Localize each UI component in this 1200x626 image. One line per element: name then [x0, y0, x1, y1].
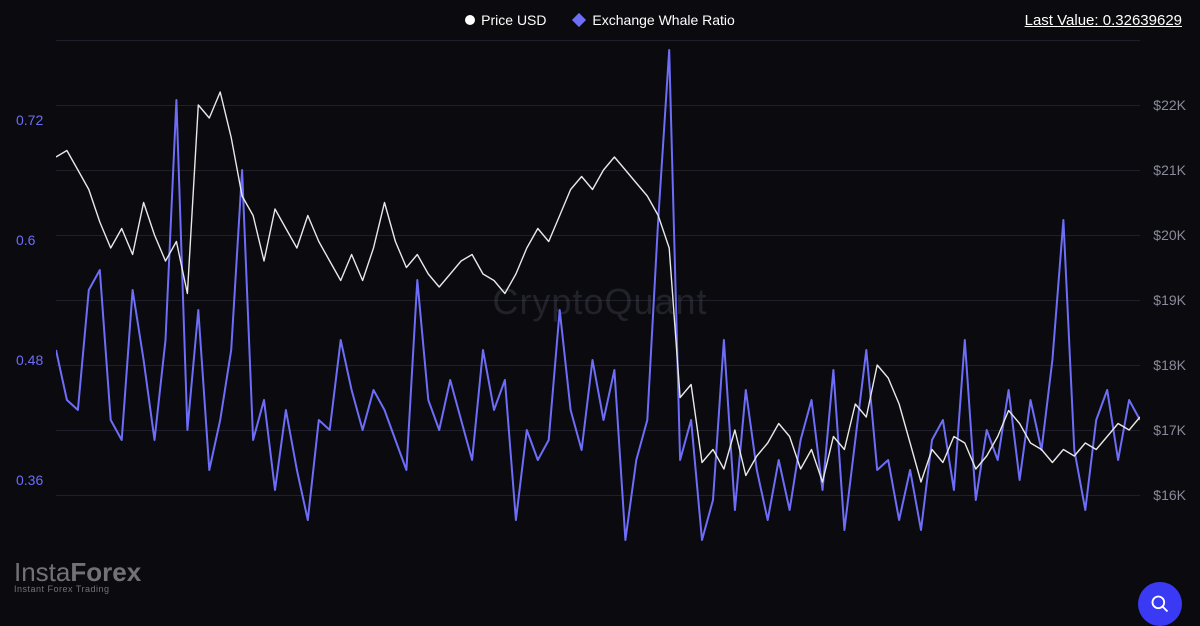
circle-marker-icon — [465, 15, 475, 25]
brand-logo: InstaForex Instant Forex Trading — [14, 557, 141, 594]
last-value-label: Last Value: — [1025, 12, 1099, 29]
search-button[interactable] — [1138, 582, 1182, 626]
legend-label: Price USD — [481, 12, 546, 28]
brand-word-1: Insta — [14, 557, 70, 587]
right-axis-tick-label: $21K — [1153, 162, 1186, 178]
right-axis-tick-label: $18K — [1153, 357, 1186, 373]
right-axis-tick-label: $17K — [1153, 422, 1186, 438]
last-value-number: 0.32639629 — [1103, 12, 1182, 29]
legend-item-ratio[interactable]: Exchange Whale Ratio — [574, 12, 734, 28]
left-axis-tick-label: 0.48 — [16, 352, 43, 368]
right-axis-tick-label: $16K — [1153, 487, 1186, 503]
left-axis-tick-label: 0.72 — [16, 112, 43, 128]
legend-label: Exchange Whale Ratio — [592, 12, 734, 28]
left-axis-tick-label: 0.6 — [16, 232, 35, 248]
left-axis-tick-label: 0.36 — [16, 472, 43, 488]
chart-container: Price USD Exchange Whale Ratio Last Valu… — [0, 0, 1200, 604]
search-icon — [1150, 594, 1170, 614]
right-axis-tick-label: $19K — [1153, 292, 1186, 308]
legend-item-price[interactable]: Price USD — [465, 12, 546, 28]
chart-plot-area[interactable] — [56, 40, 1140, 560]
right-axis-tick-label: $22K — [1153, 97, 1186, 113]
diamond-marker-icon — [572, 13, 586, 27]
legend: Price USD Exchange Whale Ratio — [0, 12, 1200, 28]
last-value-readout[interactable]: Last Value: 0.32639629 — [1025, 12, 1182, 29]
right-axis-tick-label: $20K — [1153, 227, 1186, 243]
brand-word-2: Forex — [70, 557, 141, 587]
